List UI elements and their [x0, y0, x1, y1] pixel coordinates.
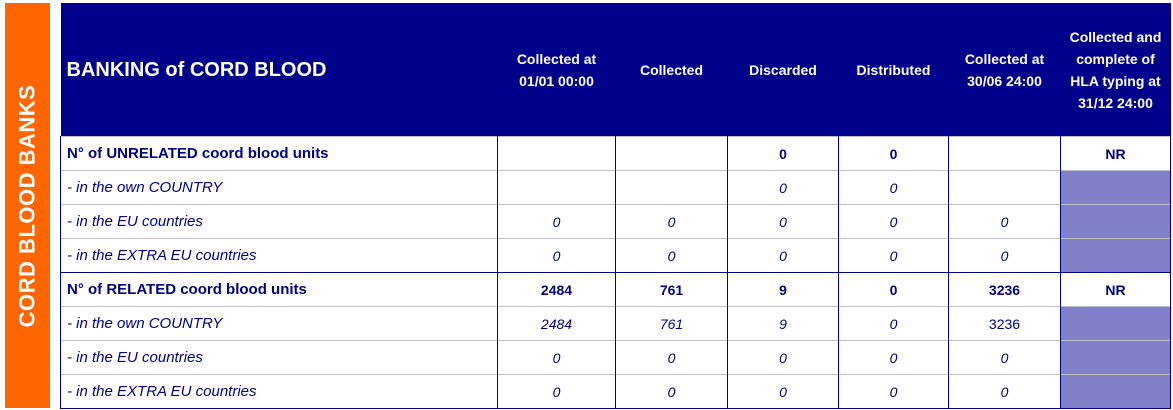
side-label-bar: CORD BLOOD BANKS — [5, 3, 50, 408]
side-label: CORD BLOOD BANKS — [14, 84, 40, 327]
table-row: N° of UNRELATED coord blood units 0 0 NR — [60, 136, 1171, 171]
table-cell: 0 — [615, 374, 728, 409]
cord-blood-table: BANKING of CORD BLOOD Collected at 01/01… — [60, 3, 1171, 409]
table-cell: 0 — [838, 238, 949, 273]
table-cell: 0 — [838, 136, 949, 171]
table-cell: 0 — [497, 374, 616, 409]
column-header: Collected at 01/01 00:00 — [497, 3, 616, 137]
table-row: - in the own COUNTRY 2484 761 9 0 3236 — [60, 306, 1171, 341]
table-title: BANKING of CORD BLOOD — [60, 3, 498, 137]
table-cell: 0 — [838, 374, 949, 409]
table-cell: 0 — [948, 374, 1061, 409]
table-cell: 3236 — [948, 272, 1061, 307]
table-row: - in the EU countries 0 0 0 0 0 — [60, 204, 1171, 239]
table-cell: 0 — [948, 204, 1061, 239]
table-cell: 0 — [727, 170, 839, 205]
table-cell — [497, 170, 616, 205]
table-cell: NR — [1060, 272, 1171, 307]
table-cell: 0 — [838, 340, 949, 375]
table-cell — [1060, 340, 1171, 375]
table-cell: 2484 — [497, 306, 616, 341]
table-cell: 0 — [727, 374, 839, 409]
table-cell: 0 — [497, 204, 616, 239]
row-label: - in the own COUNTRY — [60, 170, 498, 205]
row-label: - in the own COUNTRY — [60, 306, 498, 341]
table-cell: 2484 — [497, 272, 616, 307]
row-label: - in the EU countries — [60, 204, 498, 239]
column-header: Distributed — [838, 3, 949, 137]
row-label: - in the EU countries — [60, 340, 498, 375]
table-cell: 0 — [727, 340, 839, 375]
header-row: BANKING of CORD BLOOD Collected at 01/01… — [60, 3, 1171, 137]
table-cell: 0 — [615, 204, 728, 239]
table-cell: 0 — [948, 340, 1061, 375]
table-cell: 9 — [727, 306, 839, 341]
table-cell — [1060, 170, 1171, 205]
table-row: - in the own COUNTRY 0 0 — [60, 170, 1171, 205]
table-row: - in the EU countries 0 0 0 0 0 — [60, 340, 1171, 375]
table-cell: 0 — [497, 340, 616, 375]
table-cell — [1060, 204, 1171, 239]
table-cell — [948, 136, 1061, 171]
table-row: N° of RELATED coord blood units 2484 761 9 0… — [60, 272, 1171, 307]
table-cell — [948, 170, 1061, 205]
table-cell: 0 — [727, 204, 839, 239]
table-cell: 0 — [948, 238, 1061, 273]
table-cell — [1060, 374, 1171, 409]
table-cell: 0 — [838, 204, 949, 239]
table-cell: 0 — [727, 238, 839, 273]
table-cell: 3236 — [948, 306, 1061, 341]
column-header: Discarded — [727, 3, 839, 137]
table-cell: 761 — [615, 272, 728, 307]
table-cell — [615, 170, 728, 205]
column-header: Collected — [615, 3, 728, 137]
table-cell: 0 — [497, 238, 616, 273]
table-cell: 0 — [615, 340, 728, 375]
table-cell: 0 — [838, 170, 949, 205]
table-cell: 0 — [838, 272, 949, 307]
table-cell — [1060, 238, 1171, 273]
table-cell: 9 — [727, 272, 839, 307]
row-label: N° of UNRELATED coord blood units — [60, 136, 498, 171]
column-header: Collected at 30/06 24:00 — [948, 3, 1061, 137]
row-label: - in the EXTRA EU countries — [60, 374, 498, 409]
column-header: Collected and complete of HLA typing at … — [1060, 3, 1171, 137]
table-cell: 0 — [615, 238, 728, 273]
table-cell: 0 — [727, 136, 839, 171]
table-row: - in the EXTRA EU countries 0 0 0 0 0 — [60, 374, 1171, 409]
table-cell — [1060, 306, 1171, 341]
row-label: N° of RELATED coord blood units — [60, 272, 498, 307]
table-cell — [615, 136, 728, 171]
table-cell: 761 — [615, 306, 728, 341]
table-cell: 0 — [838, 306, 949, 341]
table-row: - in the EXTRA EU countries 0 0 0 0 0 — [60, 238, 1171, 273]
table-cell: NR — [1060, 136, 1171, 171]
row-label: - in the EXTRA EU countries — [60, 238, 498, 273]
table-cell — [497, 136, 616, 171]
